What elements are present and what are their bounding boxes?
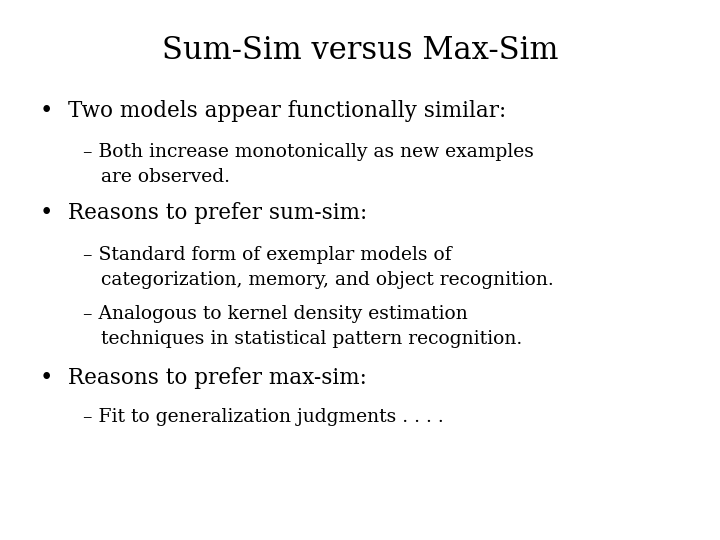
Text: Reasons to prefer sum-sim:: Reasons to prefer sum-sim: [68, 202, 368, 225]
Text: – Standard form of exemplar models of
   categorization, memory, and object reco: – Standard form of exemplar models of ca… [83, 246, 554, 289]
Text: Two models appear functionally similar:: Two models appear functionally similar: [68, 100, 507, 122]
Text: Sum-Sim versus Max-Sim: Sum-Sim versus Max-Sim [162, 35, 558, 66]
Text: – Analogous to kernel density estimation
   techniques in statistical pattern re: – Analogous to kernel density estimation… [83, 305, 522, 348]
Text: •: • [40, 367, 53, 389]
Text: •: • [40, 100, 53, 122]
Text: •: • [40, 202, 53, 225]
Text: Reasons to prefer max-sim:: Reasons to prefer max-sim: [68, 367, 367, 389]
Text: – Fit to generalization judgments . . . .: – Fit to generalization judgments . . . … [83, 408, 444, 426]
Text: – Both increase monotonically as new examples
   are observed.: – Both increase monotonically as new exa… [83, 143, 534, 186]
